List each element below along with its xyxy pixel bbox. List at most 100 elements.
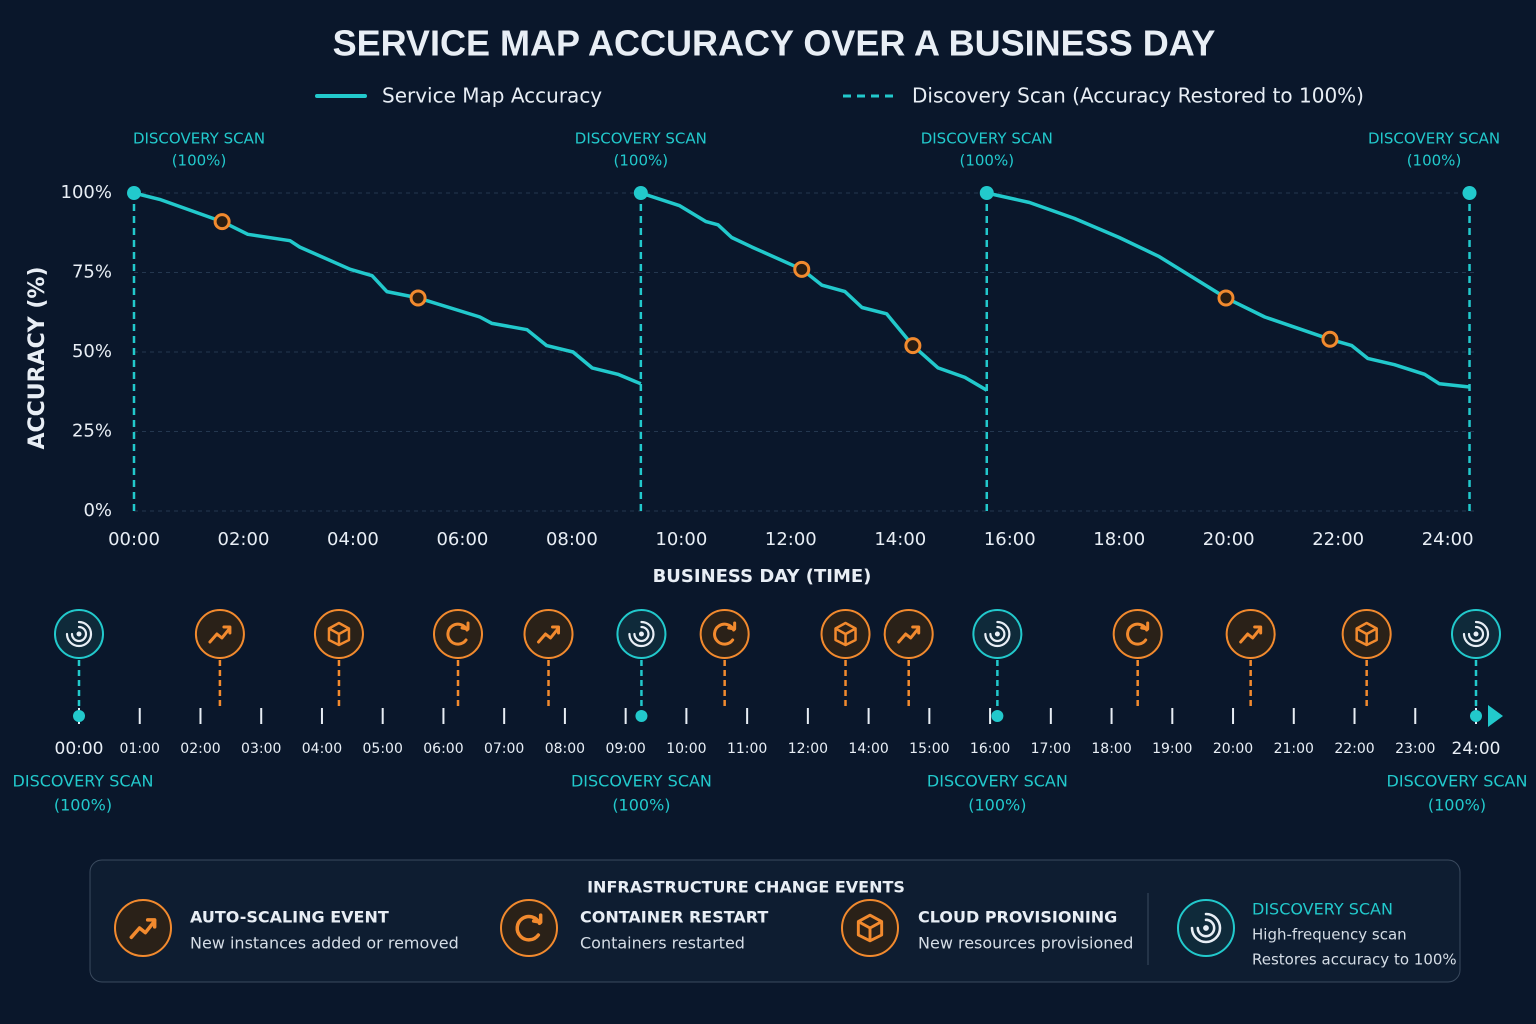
scan-sub-label: (100%) xyxy=(612,796,670,815)
icon-ring xyxy=(1112,609,1163,659)
scan-annotation: DISCOVERY SCAN xyxy=(921,130,1053,148)
icon-glyph xyxy=(327,621,351,647)
icon-restart xyxy=(1112,609,1163,659)
scan-value-label: (100%) xyxy=(959,152,1014,170)
icon-ring xyxy=(1225,609,1276,659)
y-axis-label: ACCURACY (%) xyxy=(25,266,50,449)
icon-glyph xyxy=(76,631,82,637)
timeline-tick-label: 09:00 xyxy=(605,741,645,757)
icon-scan xyxy=(616,609,667,659)
timeline-tick-label: 11:00 xyxy=(727,741,767,757)
scan-label: DISCOVERY SCAN xyxy=(13,772,154,791)
x-tick-label: 04:00 xyxy=(327,529,379,550)
legend-item-title: CONTAINER RESTART xyxy=(580,908,768,927)
icon-scaling xyxy=(523,609,574,659)
icon-scan xyxy=(1451,609,1501,659)
legend-item-desc: Containers restarted xyxy=(580,934,745,953)
timeline-tick-label: 15:00 xyxy=(909,741,949,757)
timeline-tick-label: 22:00 xyxy=(1334,741,1374,757)
icon-glyph xyxy=(834,621,857,647)
timeline-tick-label: 23:00 xyxy=(1395,741,1435,757)
timeline-tick-label: 04:00 xyxy=(302,741,342,757)
icon-ring xyxy=(114,899,172,957)
icon-ring xyxy=(523,609,574,659)
scan-dot xyxy=(991,710,1004,722)
icon-glyph xyxy=(1355,621,1378,647)
icon-ring xyxy=(500,899,558,957)
icon-provisioning xyxy=(313,609,364,659)
icon-scaling xyxy=(194,609,245,659)
timeline-tick-label: 19:00 xyxy=(1152,741,1192,757)
scan-label: DISCOVERY SCAN xyxy=(1387,772,1528,791)
timeline-tick-label: 01:00 xyxy=(120,741,160,757)
x-tick-label: 00:00 xyxy=(108,529,160,550)
icon-glyph xyxy=(638,631,644,637)
timeline-tick-label: 14:00 xyxy=(848,741,888,757)
scan-sub-label: (100%) xyxy=(54,796,112,815)
scan-annotation: DISCOVERY SCAN xyxy=(1368,130,1500,148)
scan-point xyxy=(979,186,994,200)
icon-glyph xyxy=(1473,631,1479,637)
event-marker xyxy=(213,213,231,231)
y-tick-label: 100% xyxy=(61,182,112,203)
icon-glyph xyxy=(446,621,470,646)
timeline-arrow xyxy=(1488,705,1503,727)
x-tick-label: 02:00 xyxy=(218,529,270,550)
chart-title: SERVICE MAP ACCURACY OVER A BUSINESS DAY xyxy=(333,23,1216,64)
icon-restart xyxy=(500,899,558,957)
icon-scan xyxy=(54,609,104,659)
icon-provisioning xyxy=(1341,609,1392,659)
scan-dot xyxy=(1470,710,1482,722)
event-marker xyxy=(904,337,922,355)
timeline-tick-label: 02:00 xyxy=(180,741,220,757)
x-tick-label: 10:00 xyxy=(655,529,707,550)
icon-ring xyxy=(699,609,750,659)
icon-restart xyxy=(699,609,750,659)
icon-glyph xyxy=(713,621,737,646)
timeline-tick-label: 12:00 xyxy=(788,741,828,757)
icon-glyph xyxy=(1462,620,1490,648)
x-tick-label: 08:00 xyxy=(546,529,598,550)
icon-glyph xyxy=(65,620,93,648)
timeline-tick-label: 10:00 xyxy=(666,741,706,757)
icon-glyph xyxy=(856,913,884,943)
icon-restart xyxy=(433,609,484,659)
scan-sub-label: (100%) xyxy=(968,796,1026,815)
timeline-tick-label: 16:00 xyxy=(970,741,1010,757)
event-marker xyxy=(1217,289,1235,307)
timeline-tick-label: 24:00 xyxy=(1452,739,1501,759)
event-marker xyxy=(793,260,811,278)
icon-scan xyxy=(1177,899,1235,957)
scan-label: DISCOVERY SCAN xyxy=(927,772,1068,791)
icon-ring xyxy=(883,609,934,659)
legend-label: Discovery Scan (Accuracy Restored to 100… xyxy=(912,84,1364,108)
x-tick-label: 12:00 xyxy=(765,529,817,550)
icon-ring xyxy=(194,609,245,659)
accuracy-line xyxy=(133,191,1470,392)
x-tick-label: 16:00 xyxy=(984,529,1036,550)
x-tick-label: 18:00 xyxy=(1093,529,1145,550)
icon-glyph xyxy=(1203,925,1209,931)
scan-annotation: DISCOVERY SCAN xyxy=(575,130,707,148)
scan-point xyxy=(1462,186,1477,200)
timeline-tick-label: 21:00 xyxy=(1274,741,1314,757)
icon-glyph xyxy=(208,625,232,644)
icon-glyph xyxy=(129,918,157,940)
timeline-tick-label: 00:00 xyxy=(55,739,104,759)
legend-item-title: AUTO-SCALING EVENT xyxy=(190,908,389,927)
timeline-tick-label: 20:00 xyxy=(1213,741,1253,757)
scan-dot xyxy=(635,710,648,722)
y-tick-label: 25% xyxy=(72,421,112,442)
timeline-tick-label: 05:00 xyxy=(363,741,403,757)
x-tick-label: 14:00 xyxy=(874,529,926,550)
scan-value-label: (100%) xyxy=(172,152,227,170)
timeline-tick-label: 18:00 xyxy=(1091,741,1131,757)
scan-sub-label: (100%) xyxy=(1428,796,1486,815)
x-tick-label: 22:00 xyxy=(1312,529,1364,550)
legend-title: INFRASTRUCTURE CHANGE EVENTS xyxy=(587,878,905,897)
legend-item-title: DISCOVERY SCAN xyxy=(1252,900,1393,919)
icon-scaling xyxy=(1225,609,1276,659)
legend-item-desc: New resources provisioned xyxy=(918,934,1133,953)
